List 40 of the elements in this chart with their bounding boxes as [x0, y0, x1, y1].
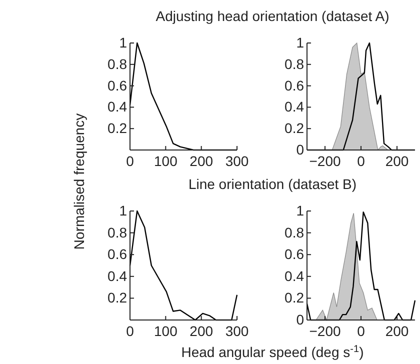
y-tick-label: 0.6 [108, 246, 128, 262]
y-tick-label: 0.6 [284, 246, 304, 262]
x-tick-label: 0 [357, 322, 366, 339]
y-tick-label: 0.2 [284, 120, 304, 136]
text: Line orientation (dataset B) [188, 176, 357, 192]
y-tick-label: 0 [296, 311, 304, 328]
x-tick-label: 200 [190, 152, 214, 169]
line-series [129, 210, 238, 321]
y-tick-label: 0.8 [284, 56, 304, 72]
x-tick-label: 300 [225, 322, 249, 339]
y-tick-label: 0.4 [284, 268, 304, 284]
y-tick-label: 1 [119, 202, 128, 218]
y-tick-label: 0.6 [284, 77, 304, 94]
y-tick-label: 0.4 [108, 268, 128, 284]
text: Adjusting head orientation (dataset A) [156, 8, 390, 24]
y-tick-label: 0.8 [108, 56, 128, 72]
y-axis-title: Normalised frequency [71, 113, 87, 250]
y-tick-label: 0.8 [108, 224, 128, 240]
y-tick-label: 0.8 [284, 224, 304, 240]
y-tick-label: 0.4 [284, 98, 304, 115]
x-tick-label: 0 [357, 152, 366, 169]
y-tick-label: 0 [296, 141, 304, 158]
y-tick-label: 1 [119, 34, 128, 50]
x-tick-label: −200 [309, 322, 341, 339]
x-tick-label: 100 [154, 322, 178, 339]
y-tick-label: 0.6 [108, 77, 128, 94]
x-tick-label: 200 [385, 322, 409, 339]
y-tick-label: 0.4 [108, 98, 128, 115]
x-tick-label: 100 [154, 152, 178, 169]
y-tick-label: 0.2 [108, 290, 128, 306]
x-tick-label: 200 [385, 152, 409, 169]
line-series [306, 211, 416, 321]
y-tick-label: 0.2 [284, 290, 304, 306]
y-tick-label: 1 [296, 34, 304, 50]
x-axis-title: Head angular speed (deg s$^{-1}$) [181, 344, 364, 360]
x-tick-label: 300 [225, 152, 249, 169]
y-tick-label: 1 [296, 202, 304, 218]
y-tick-label: 0.2 [108, 120, 128, 136]
x-tick-label: 200 [190, 322, 214, 339]
x-tick-label: −200 [309, 152, 341, 169]
